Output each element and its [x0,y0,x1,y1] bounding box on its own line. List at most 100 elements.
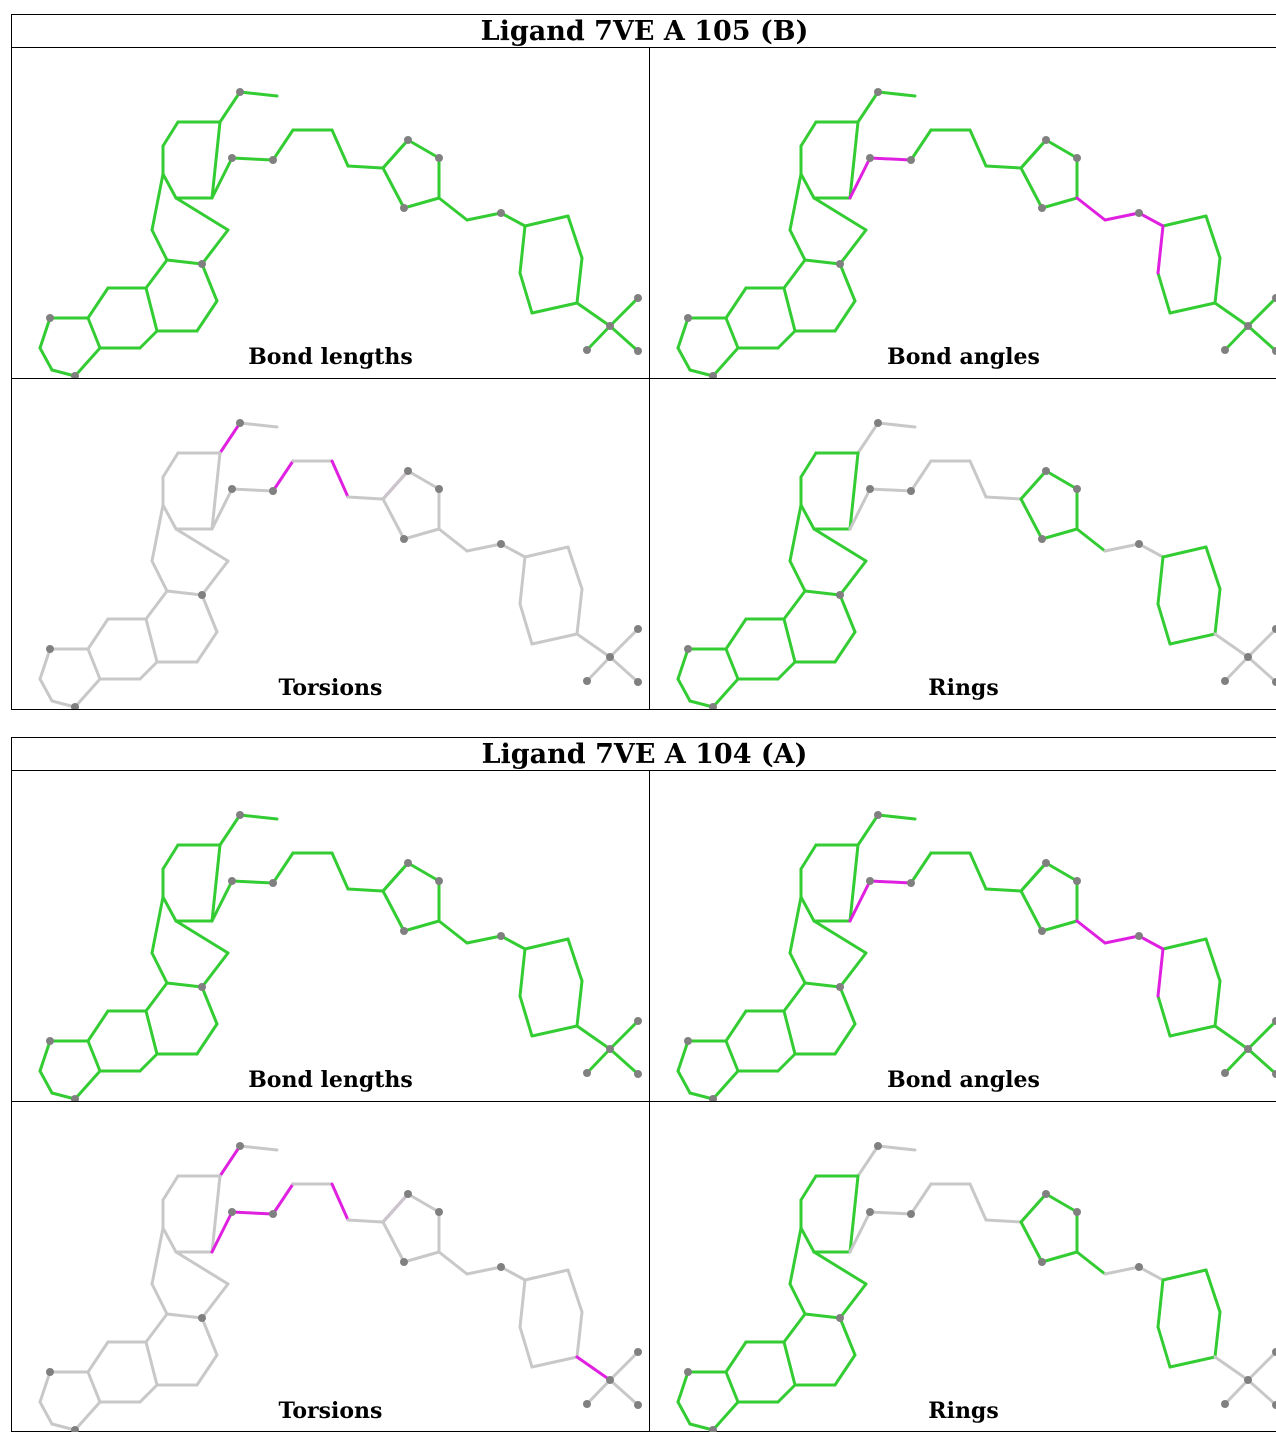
bond [788,951,807,985]
bond [838,262,857,303]
bond [1040,1250,1079,1264]
panel-row-top: Bond lengths Bond angles [12,48,1276,379]
bond [518,224,527,275]
bond [776,1052,797,1073]
atom [1221,677,1229,685]
bond [499,934,527,951]
bond [530,632,579,646]
atom [874,419,882,427]
bond [868,1210,913,1216]
bond [138,1383,159,1404]
bond [38,1400,54,1426]
molecule-drawing [38,1142,642,1432]
atom [583,677,591,685]
bond [465,934,503,945]
bond [499,1265,527,1282]
bond [381,469,410,501]
bond [330,459,350,499]
bond [518,555,527,606]
bond [437,919,469,945]
bond [803,1312,842,1320]
atom [269,1210,277,1218]
view-bond-lengths: Bond lengths [12,48,650,378]
bond [1156,947,1165,998]
atom [907,487,915,495]
bond [86,286,110,320]
view-caption: Bond angles [887,1067,1040,1093]
atom [435,877,443,885]
bond [876,813,917,821]
bond [711,677,740,709]
atom [1135,209,1143,217]
bond [230,487,275,493]
bond [406,861,441,883]
bond [523,545,570,559]
bond [833,299,857,333]
atom [1042,467,1050,475]
bond [1223,655,1250,683]
atom [606,1045,614,1053]
bond [38,1039,52,1073]
atom [400,927,408,935]
bond [161,120,180,148]
bond [1246,1047,1276,1076]
bond [724,316,740,350]
bond [174,1250,230,1286]
bond [968,1182,988,1222]
view-caption: Bond angles [887,344,1040,370]
atom [1135,1263,1143,1271]
bond [833,1022,857,1056]
bond [812,1250,868,1286]
atom [404,859,412,867]
bond [1137,1265,1165,1282]
bond [856,421,880,455]
bond [195,630,219,664]
bond [150,895,165,955]
bond [838,985,857,1026]
bond [788,228,807,262]
molecule-drawing [676,811,1276,1101]
atom [1221,1400,1229,1408]
bond [1156,1278,1165,1329]
bond [238,1144,279,1152]
atom [1135,932,1143,940]
bond [776,660,797,681]
bond [144,617,159,664]
bond [218,813,242,847]
atom [836,260,844,268]
atom [634,625,642,633]
atom [634,678,642,686]
bond [1019,497,1044,541]
view-rings: Rings [650,379,1276,709]
bond [724,617,748,651]
bond [402,1250,441,1264]
atom [435,1208,443,1216]
view-caption: Torsions [278,675,383,701]
bond [1204,1268,1222,1314]
atom [836,983,844,991]
bond [782,286,797,333]
atom [1042,1190,1050,1198]
view-torsions: Torsions [12,379,650,709]
bond [530,1024,579,1038]
bond [518,271,534,315]
bond [144,258,169,290]
bond [803,589,842,597]
bond [200,1282,230,1320]
bond [38,1370,52,1404]
bond [165,981,204,989]
bond [138,660,159,681]
bond [803,258,842,266]
bond [174,527,230,563]
atom [634,1017,642,1025]
atom [684,314,692,322]
bond [1223,1047,1250,1075]
bond [799,895,816,923]
bond [984,1218,1023,1224]
bond [200,262,219,303]
bond [566,937,584,983]
atom [606,653,614,661]
bond [782,981,807,1013]
bond [465,542,503,553]
bond [909,128,933,162]
